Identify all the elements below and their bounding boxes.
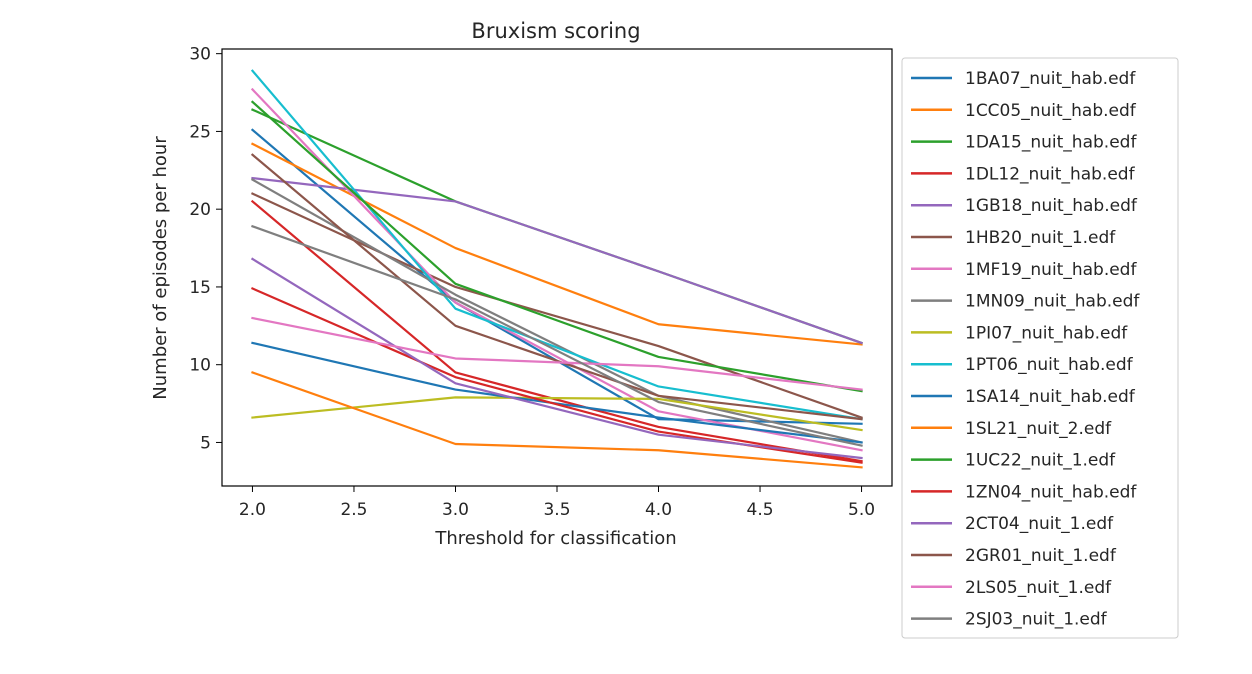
- legend-label: 1SA14_nuit_hab.edf: [965, 387, 1136, 407]
- legend-label: 1CC05_nuit_hab.edf: [965, 101, 1137, 121]
- chart-title: Bruxism scoring: [471, 19, 640, 43]
- x-tick-label: 4.0: [645, 500, 672, 520]
- y-axis-ticks: 5 10 15 20 25 30: [189, 45, 222, 453]
- series-lines: [250, 69, 863, 469]
- y-tick-label: 30: [189, 45, 211, 65]
- y-tick-label: 20: [189, 200, 211, 220]
- legend-box: [901, 57, 1179, 639]
- legend-item: 1DA15_nuit_hab.edf: [911, 133, 1137, 153]
- series-line-2ls05-nuit-1-edf: [251, 316, 863, 391]
- y-tick-label: 25: [189, 122, 211, 142]
- series-line-1uc22-nuit-1-edf: [250, 100, 863, 393]
- legend-item: 1HB20_nuit_1.edf: [911, 228, 1116, 248]
- legend-label: 1MN09_nuit_hab.edf: [965, 292, 1140, 312]
- legend-label: 1DL12_nuit_hab.edf: [965, 164, 1136, 184]
- legend-label: 1PI07_nuit_hab.edf: [965, 323, 1128, 343]
- series-line-1pt06-nuit-hab-edf: [250, 69, 863, 421]
- legend-item: 2GR01_nuit_1.edf: [911, 546, 1117, 566]
- legend-label: 1MF19_nuit_hab.edf: [965, 260, 1137, 280]
- series-line-1dl12-nuit-hab-edf: [250, 199, 863, 463]
- y-tick-label: 5: [200, 433, 211, 453]
- legend-item: 2SJ03_nuit_1.edf: [911, 610, 1108, 630]
- legend-label: 1SL21_nuit_2.edf: [965, 419, 1112, 439]
- legend-item: 1SL21_nuit_2.edf: [911, 419, 1112, 439]
- legend-item: 1UC22_nuit_1.edf: [911, 451, 1116, 471]
- legend-label: 1UC22_nuit_1.edf: [965, 451, 1116, 471]
- x-tick-label: 3.5: [543, 500, 570, 520]
- legend-label: 2GR01_nuit_1.edf: [965, 546, 1117, 566]
- legend-item: 1CC05_nuit_hab.edf: [911, 101, 1137, 121]
- x-tick-label: 4.5: [747, 500, 774, 520]
- legend-item: 1GB18_nuit_hab.edf: [911, 196, 1138, 216]
- y-tick-label: 10: [189, 356, 211, 376]
- legend-item: 2CT04_nuit_1.edf: [911, 514, 1114, 534]
- y-tick-label: 15: [189, 278, 211, 298]
- legend-label: 1BA07_nuit_hab.edf: [965, 69, 1136, 89]
- legend-item: 1PT06_nuit_hab.edf: [911, 355, 1134, 375]
- legend-label: 2SJ03_nuit_1.edf: [965, 610, 1108, 630]
- legend-label: 1PT06_nuit_hab.edf: [965, 355, 1134, 375]
- legend-item: 1DL12_nuit_hab.edf: [911, 164, 1136, 184]
- legend-label: 2LS05_nuit_1.edf: [965, 578, 1112, 598]
- series-line-2gr01-nuit-1-edf: [250, 153, 863, 421]
- legend-item: 2LS05_nuit_1.edf: [911, 578, 1112, 598]
- series-line-2ct04-nuit-1-edf: [250, 257, 863, 460]
- legend-item: 1PI07_nuit_hab.edf: [911, 323, 1128, 343]
- legend-label: 1ZN04_nuit_hab.edf: [965, 482, 1137, 502]
- series-line-2sj03-nuit-1-edf: [251, 224, 863, 447]
- x-tick-label: 3.0: [442, 500, 469, 520]
- series-line-1mn09-nuit-hab-edf: [250, 178, 863, 444]
- legend-label: 2CT04_nuit_1.edf: [965, 514, 1114, 534]
- legend-item: 1ZN04_nuit_hab.edf: [911, 482, 1137, 502]
- legend-item: 1MN09_nuit_hab.edf: [911, 292, 1140, 312]
- x-axis-ticks: 2.0 2.5 3.0 3.5 4.0 4.5 5.0: [239, 486, 875, 520]
- x-axis-label: Threshold for classification: [434, 528, 676, 549]
- legend-item: 1SA14_nuit_hab.edf: [911, 387, 1136, 407]
- x-tick-label: 5.0: [848, 500, 875, 520]
- legend-item: 1MF19_nuit_hab.edf: [911, 260, 1137, 280]
- y-axis-label: Number of episodes per hour: [150, 136, 171, 400]
- legend-label: 1GB18_nuit_hab.edf: [965, 196, 1138, 216]
- legend-item: 1BA07_nuit_hab.edf: [911, 69, 1136, 89]
- x-tick-label: 2.0: [239, 500, 266, 520]
- plot-area: [222, 49, 892, 486]
- legend-label: 1HB20_nuit_1.edf: [965, 228, 1116, 248]
- legend: 1BA07_nuit_hab.edf 1CC05_nuit_hab.edf 1DA1…: [901, 57, 1179, 639]
- series-line-1sl21-nuit-2-edf: [251, 371, 863, 469]
- x-tick-label: 2.5: [340, 500, 367, 520]
- legend-label: 1DA15_nuit_hab.edf: [965, 133, 1137, 153]
